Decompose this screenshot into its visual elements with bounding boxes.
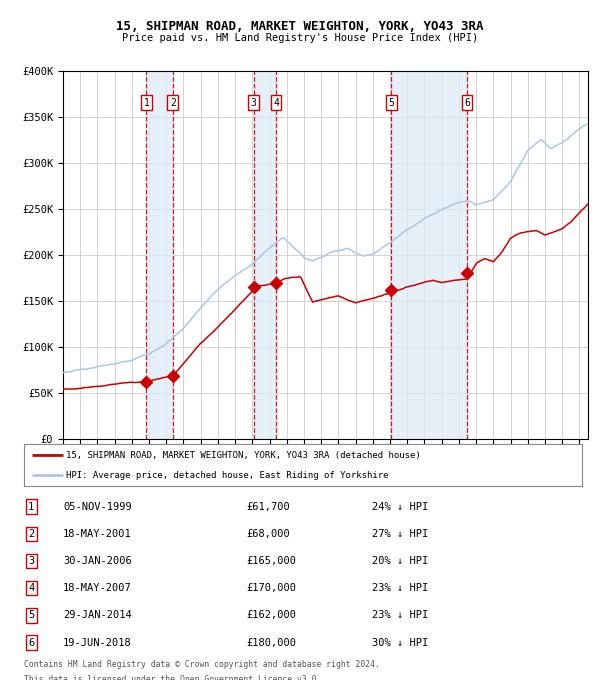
Text: 1: 1 xyxy=(143,98,149,107)
Text: 6: 6 xyxy=(464,98,470,107)
Text: 20% ↓ HPI: 20% ↓ HPI xyxy=(372,556,428,566)
Text: £165,000: £165,000 xyxy=(246,556,296,566)
Text: 19-JUN-2018: 19-JUN-2018 xyxy=(63,638,132,647)
Text: 2: 2 xyxy=(28,529,34,539)
Text: 23% ↓ HPI: 23% ↓ HPI xyxy=(372,583,428,593)
Bar xyxy=(254,71,276,439)
Text: 5: 5 xyxy=(28,611,34,620)
Text: 15, SHIPMAN ROAD, MARKET WEIGHTON, YORK, YO43 3RA: 15, SHIPMAN ROAD, MARKET WEIGHTON, YORK,… xyxy=(116,20,484,33)
Text: £170,000: £170,000 xyxy=(246,583,296,593)
Text: £180,000: £180,000 xyxy=(246,638,296,647)
Text: £61,700: £61,700 xyxy=(246,502,290,511)
Bar xyxy=(391,71,467,439)
Text: 15, SHIPMAN ROAD, MARKET WEIGHTON, YORK, YO43 3RA (detached house): 15, SHIPMAN ROAD, MARKET WEIGHTON, YORK,… xyxy=(66,451,421,460)
Text: 27% ↓ HPI: 27% ↓ HPI xyxy=(372,529,428,539)
Text: This data is licensed under the Open Government Licence v3.0.: This data is licensed under the Open Gov… xyxy=(24,675,322,680)
Text: 30% ↓ HPI: 30% ↓ HPI xyxy=(372,638,428,647)
Text: £68,000: £68,000 xyxy=(246,529,290,539)
Text: 23% ↓ HPI: 23% ↓ HPI xyxy=(372,611,428,620)
Text: 05-NOV-1999: 05-NOV-1999 xyxy=(63,502,132,511)
Text: Price paid vs. HM Land Registry's House Price Index (HPI): Price paid vs. HM Land Registry's House … xyxy=(122,33,478,44)
Text: 6: 6 xyxy=(28,638,34,647)
Text: 1: 1 xyxy=(28,502,34,511)
Text: £162,000: £162,000 xyxy=(246,611,296,620)
Text: 24% ↓ HPI: 24% ↓ HPI xyxy=(372,502,428,511)
Text: Contains HM Land Registry data © Crown copyright and database right 2024.: Contains HM Land Registry data © Crown c… xyxy=(24,660,380,668)
Text: 4: 4 xyxy=(28,583,34,593)
Bar xyxy=(146,71,173,439)
Text: 3: 3 xyxy=(251,98,257,107)
Text: 5: 5 xyxy=(388,98,394,107)
Text: 2: 2 xyxy=(170,98,176,107)
Text: 4: 4 xyxy=(273,98,279,107)
Text: 30-JAN-2006: 30-JAN-2006 xyxy=(63,556,132,566)
Text: 18-MAY-2001: 18-MAY-2001 xyxy=(63,529,132,539)
Text: 29-JAN-2014: 29-JAN-2014 xyxy=(63,611,132,620)
Text: 18-MAY-2007: 18-MAY-2007 xyxy=(63,583,132,593)
Text: 3: 3 xyxy=(28,556,34,566)
Text: HPI: Average price, detached house, East Riding of Yorkshire: HPI: Average price, detached house, East… xyxy=(66,471,388,479)
